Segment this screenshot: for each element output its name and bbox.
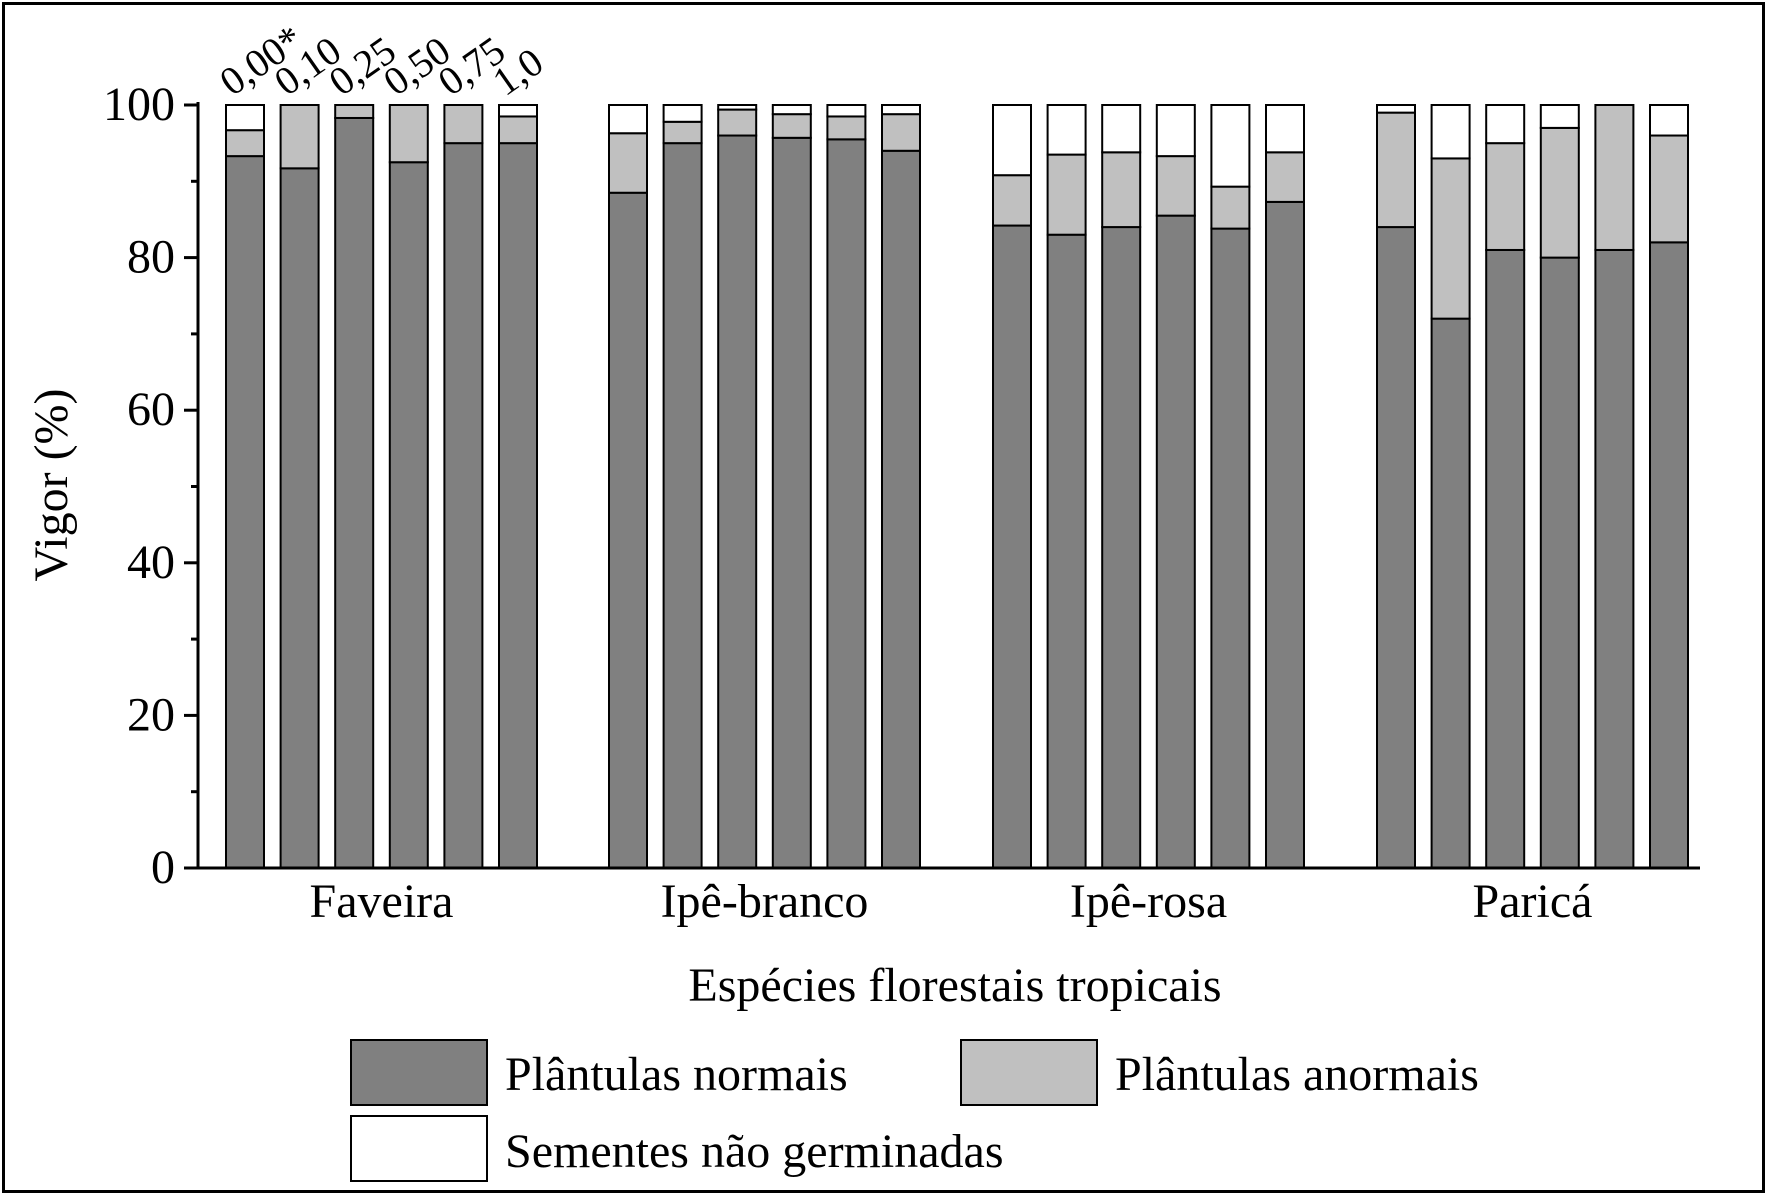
- bar-segment-nao-germinadas: [1210, 104, 1251, 188]
- bar-segment-anormais: [1376, 111, 1416, 229]
- bar-segment-anormais: [443, 104, 484, 145]
- bar-segment-nao-germinadas: [771, 104, 812, 116]
- legend-label-normais: Plântulas normais: [505, 1048, 848, 1101]
- bar-segment-normais: [334, 116, 375, 869]
- bar-segment-normais: [662, 142, 703, 869]
- bar-segment-nao-germinadas: [662, 104, 703, 123]
- y-ticks-layer: 0 20 40 60 80 100: [103, 78, 198, 894]
- x-axis-title: Espécies florestais tropicais: [688, 959, 1221, 1012]
- bar-segment-nao-germinadas: [498, 104, 538, 118]
- y-tick-label: 100: [103, 78, 175, 131]
- category-label: Ipê-branco: [661, 875, 869, 928]
- bar-segment-normais: [992, 224, 1032, 869]
- bar-segment-anormais: [608, 132, 648, 194]
- bar-segment-nao-germinadas: [717, 104, 758, 111]
- legend-swatch-normais: [350, 1039, 488, 1106]
- bar-segment-normais: [771, 136, 812, 869]
- bar-segment-normais: [1155, 214, 1196, 869]
- bar-segment-anormais: [881, 113, 921, 152]
- bars-layer: [225, 104, 1689, 870]
- bar-segment-normais: [1265, 200, 1305, 869]
- legend-swatch-nao-germinadas: [350, 1115, 488, 1182]
- bar-segment-nao-germinadas: [608, 104, 648, 135]
- legend: Plântulas normais Plântulas anormais Sem…: [350, 1039, 1479, 1182]
- legend-label-anormais: Plântulas anormais: [1115, 1048, 1479, 1101]
- bar-segment-normais: [717, 134, 758, 869]
- bar-segment-normais: [498, 142, 538, 869]
- legend-swatch-anormais: [960, 1039, 1098, 1106]
- bar-segment-nao-germinadas: [225, 104, 265, 132]
- bar-segment-nao-germinadas: [1485, 104, 1526, 145]
- bar-segment-nao-germinadas: [1430, 104, 1471, 160]
- bar-segment-normais: [1649, 241, 1689, 869]
- bar-segment-anormais: [1155, 155, 1196, 217]
- bar-segment-anormais: [826, 115, 867, 141]
- bar-segment-normais: [1485, 248, 1526, 870]
- bar-segment-nao-germinadas: [1155, 104, 1196, 158]
- bar-segment-anormais: [662, 120, 703, 145]
- bar-segment-anormais: [1430, 157, 1471, 320]
- bar-segment-nao-germinadas: [1101, 104, 1142, 154]
- stacked-bar-chart: 0 20 40 60 80 100 Faveira Ipê-branco Ipê-rosa Pa…: [25, 16, 1700, 1182]
- bar-segment-nao-germinadas: [1265, 104, 1305, 154]
- bar-segment-nao-germinadas: [881, 104, 921, 116]
- bar-segment-normais: [881, 149, 921, 869]
- bar-labels-layer: 0,00*0,100,250,500,751,0: [211, 16, 551, 104]
- bar-segment-normais: [1210, 227, 1251, 869]
- bar-segment-normais: [1101, 226, 1142, 869]
- category-label: Faveira: [310, 875, 454, 928]
- bar-segment-anormais: [1539, 126, 1580, 259]
- bar-segment-anormais: [1485, 142, 1526, 251]
- bar-segment-normais: [1594, 248, 1635, 870]
- bar-segment-nao-germinadas: [1046, 104, 1087, 156]
- y-tick-label: 20: [127, 688, 175, 741]
- y-axis-title: Vigor (%): [25, 388, 78, 581]
- bar-segment-normais: [826, 138, 867, 869]
- legend-label-nao-germinadas: Sementes não germinadas: [505, 1125, 1004, 1178]
- bar-segment-nao-germinadas: [992, 104, 1032, 177]
- bar-segment-anormais: [334, 104, 375, 119]
- bar-segment-nao-germinadas: [1649, 104, 1689, 137]
- bar-segment-anormais: [388, 104, 429, 164]
- bar-segment-anormais: [1594, 104, 1635, 251]
- bar-segment-anormais: [1649, 134, 1689, 244]
- bar-segment-normais: [1376, 226, 1416, 869]
- bar-segment-anormais: [225, 129, 265, 158]
- bar-segment-anormais: [992, 174, 1032, 227]
- bar-segment-normais: [608, 191, 648, 869]
- bar-segment-normais: [1430, 317, 1471, 869]
- bar-segment-anormais: [1046, 153, 1087, 236]
- bar-segment-anormais: [498, 115, 538, 145]
- category-label: Ipê-rosa: [1070, 875, 1227, 928]
- bar-segment-anormais: [1265, 151, 1305, 203]
- bar-segment-anormais: [1101, 151, 1142, 229]
- bar-segment-anormais: [279, 104, 320, 170]
- y-tick-label: 80: [127, 231, 175, 284]
- category-labels-layer: Faveira Ipê-branco Ipê-rosa Paricá: [310, 875, 1593, 928]
- bar-segment-normais: [1539, 256, 1580, 870]
- bar-segment-nao-germinadas: [1376, 104, 1416, 114]
- bar-segment-normais: [443, 142, 484, 869]
- y-tick-label: 40: [127, 536, 175, 589]
- bar-segment-anormais: [717, 108, 758, 137]
- y-tick-label: 60: [127, 383, 175, 436]
- bar-segment-anormais: [1210, 185, 1251, 230]
- bar-segment-normais: [388, 161, 429, 870]
- bar-segment-anormais: [771, 113, 812, 139]
- category-label: Paricá: [1473, 875, 1593, 928]
- bar-segment-nao-germinadas: [826, 104, 867, 118]
- bar-segment-normais: [225, 155, 265, 870]
- y-tick-label: 0: [151, 841, 175, 894]
- bar-segment-nao-germinadas: [1539, 104, 1580, 129]
- bar-segment-normais: [1046, 233, 1087, 869]
- bar-segment-normais: [279, 167, 320, 870]
